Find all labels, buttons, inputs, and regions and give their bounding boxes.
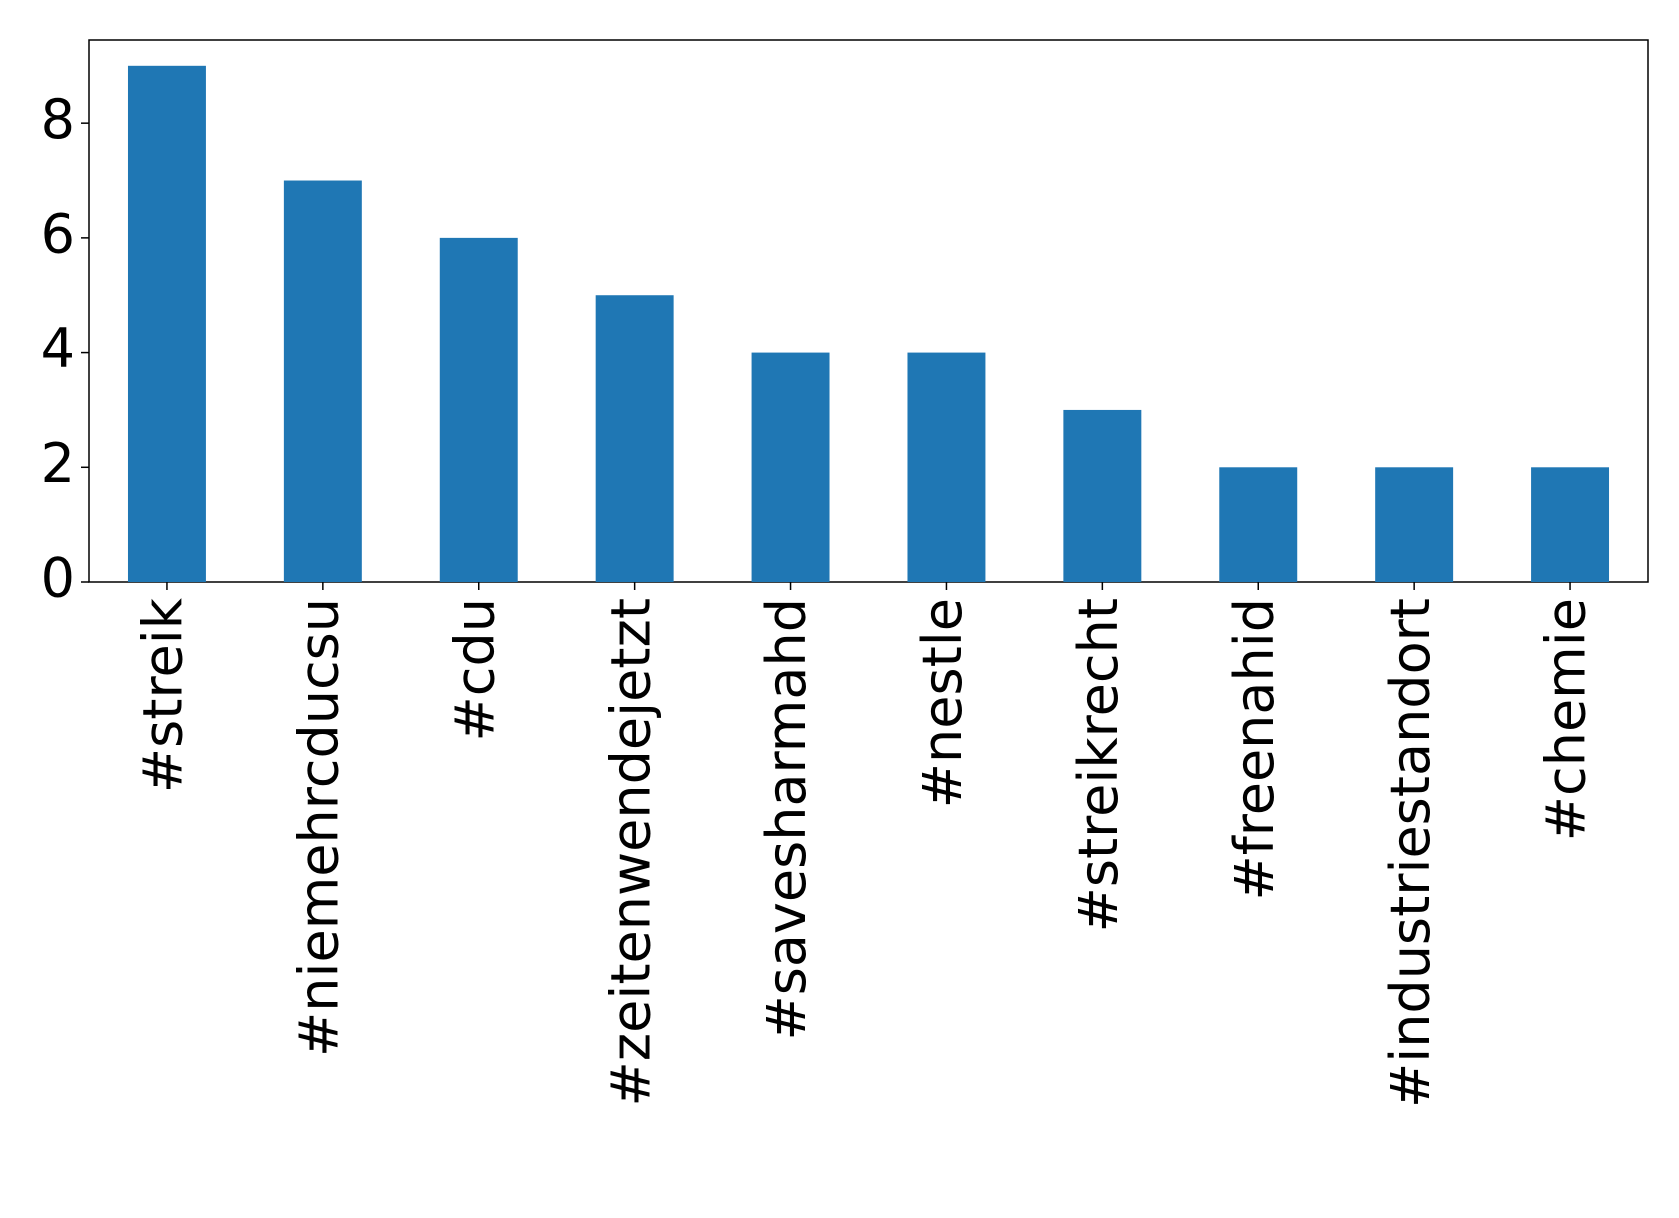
y-tick-label: 8 bbox=[41, 88, 75, 151]
x-tick-label: #cdu bbox=[443, 598, 506, 741]
bar bbox=[127, 65, 206, 583]
plot-frame bbox=[88, 39, 1649, 583]
y-tick-label: 0 bbox=[41, 547, 75, 610]
bar bbox=[595, 295, 674, 582]
x-tick-label: #nestle bbox=[911, 598, 974, 808]
bar bbox=[283, 180, 362, 582]
bar bbox=[439, 237, 518, 582]
x-tick-label: #zeitenwendejetzt bbox=[599, 598, 662, 1106]
y-tick-label: 4 bbox=[41, 317, 75, 380]
x-tick-label: #niemehrcducsu bbox=[287, 598, 350, 1057]
x-tick-label: #streik bbox=[132, 597, 195, 793]
x-tick-label: #savesharmahd bbox=[755, 598, 818, 1041]
bar bbox=[1063, 409, 1142, 582]
x-tick-label: #chemie bbox=[1535, 598, 1598, 841]
bar bbox=[1375, 467, 1454, 582]
bar bbox=[1219, 467, 1298, 582]
x-tick-label: #freenahid bbox=[1223, 598, 1286, 901]
x-tick-label: #industriestandort bbox=[1379, 598, 1442, 1108]
bar bbox=[751, 352, 830, 582]
bar bbox=[907, 352, 986, 582]
y-tick-label: 2 bbox=[41, 432, 75, 495]
x-tick-label: #streikrecht bbox=[1067, 598, 1130, 932]
bar bbox=[1531, 467, 1610, 582]
y-tick-label: 6 bbox=[41, 203, 75, 266]
